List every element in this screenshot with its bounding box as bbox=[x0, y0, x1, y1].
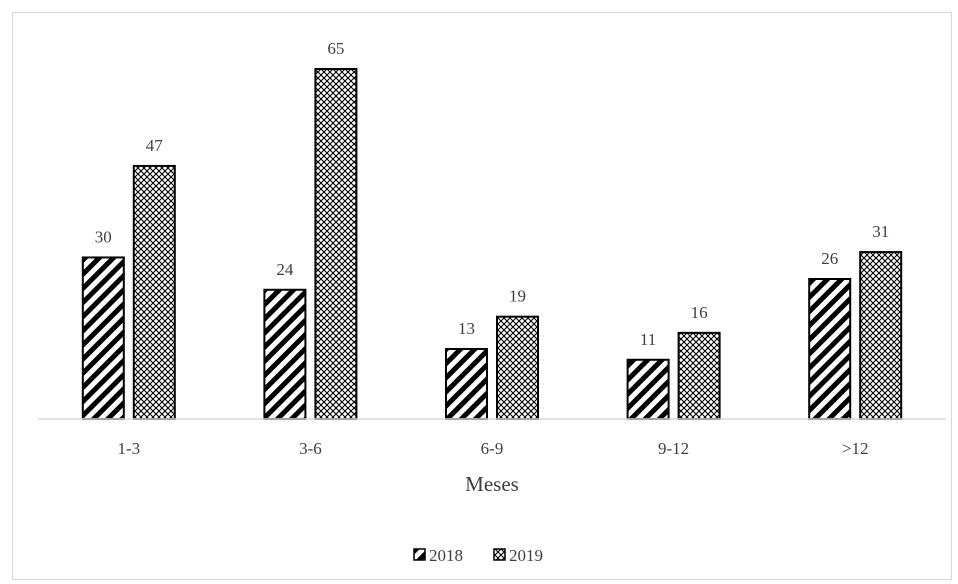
legend-label-2019: 2019 bbox=[509, 546, 543, 565]
x-tick-label: >12 bbox=[842, 439, 869, 458]
data-label-2019-9-12: 16 bbox=[691, 303, 708, 322]
bar-2019-6-9 bbox=[496, 315, 539, 421]
x-tick-label: 6-9 bbox=[481, 439, 504, 458]
bar-2019-1-3 bbox=[132, 164, 176, 420]
x-tick-label: 3-6 bbox=[299, 439, 322, 458]
data-label-2018-9-12: 11 bbox=[640, 330, 656, 349]
data-label-2018-3-6: 24 bbox=[276, 260, 294, 279]
legend-label-2018: 2018 bbox=[429, 546, 463, 565]
legend-swatch-2018 bbox=[413, 548, 426, 561]
bar-2018-6-9 bbox=[445, 348, 488, 420]
legend-swatch-2019 bbox=[493, 548, 506, 561]
bars-layer bbox=[81, 68, 903, 421]
x-tick-label: 1-3 bbox=[117, 439, 140, 458]
legend: 2018 2019 bbox=[413, 546, 543, 565]
bar-2019-3-6 bbox=[314, 68, 358, 420]
data-label-2019-3-6: 65 bbox=[327, 39, 344, 58]
labels-layer: 30 47 1-3 24 65 3-6 13 19 6-9 11 16 9-12 26 31 >12 bbox=[95, 39, 889, 458]
bar-2018-9-12 bbox=[626, 358, 670, 420]
data-label-2019->12: 31 bbox=[872, 222, 889, 241]
bar-2018-3-6 bbox=[263, 288, 307, 420]
bar-2018-1-3 bbox=[81, 256, 125, 421]
data-label-2018->12: 26 bbox=[821, 249, 838, 268]
bar-2018->12 bbox=[808, 278, 852, 420]
data-label-2018-1-3: 30 bbox=[95, 227, 112, 246]
bar-2019->12 bbox=[859, 251, 903, 420]
data-label-2019-6-9: 19 bbox=[509, 287, 526, 306]
data-label-2019-1-3: 47 bbox=[146, 136, 164, 155]
bar-2019-9-12 bbox=[677, 331, 721, 421]
x-tick-label: 9-12 bbox=[658, 439, 689, 458]
x-axis-title: Meses bbox=[465, 472, 519, 496]
data-label-2018-6-9: 13 bbox=[458, 319, 475, 338]
